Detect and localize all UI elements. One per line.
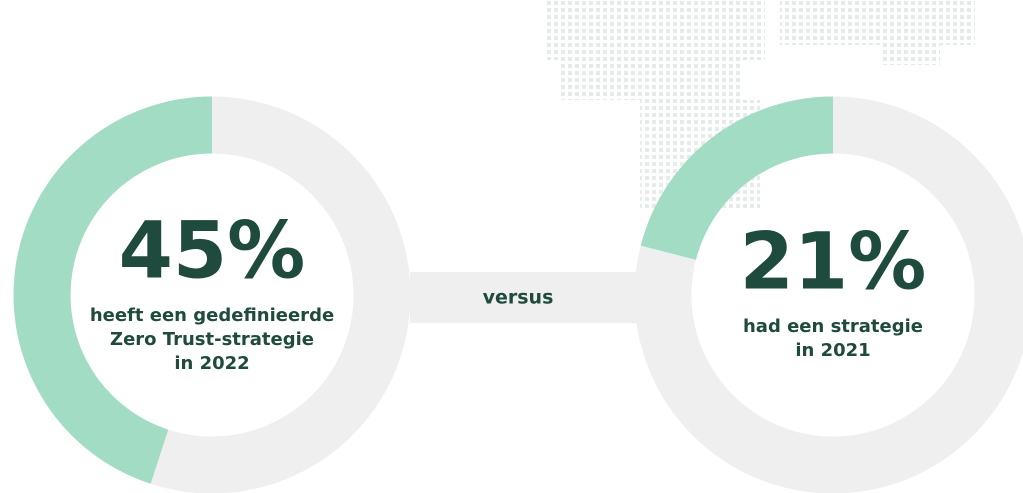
value-label: 21%: [740, 217, 927, 307]
connector-label: versus: [483, 287, 554, 309]
caption-line: Zero Trust-strategie: [110, 329, 314, 350]
donut-segment: [13, 96, 213, 484]
caption-line: heeft een gedefinieerde: [90, 305, 334, 326]
connector-box: [410, 272, 637, 323]
caption-line: in 2022: [174, 353, 249, 374]
donut-segment: [640, 96, 834, 261]
value-label: 45%: [119, 206, 306, 296]
map-background: [545, 0, 975, 210]
caption-line: in 2021: [795, 340, 870, 361]
caption-line: had een strategie: [743, 316, 923, 337]
